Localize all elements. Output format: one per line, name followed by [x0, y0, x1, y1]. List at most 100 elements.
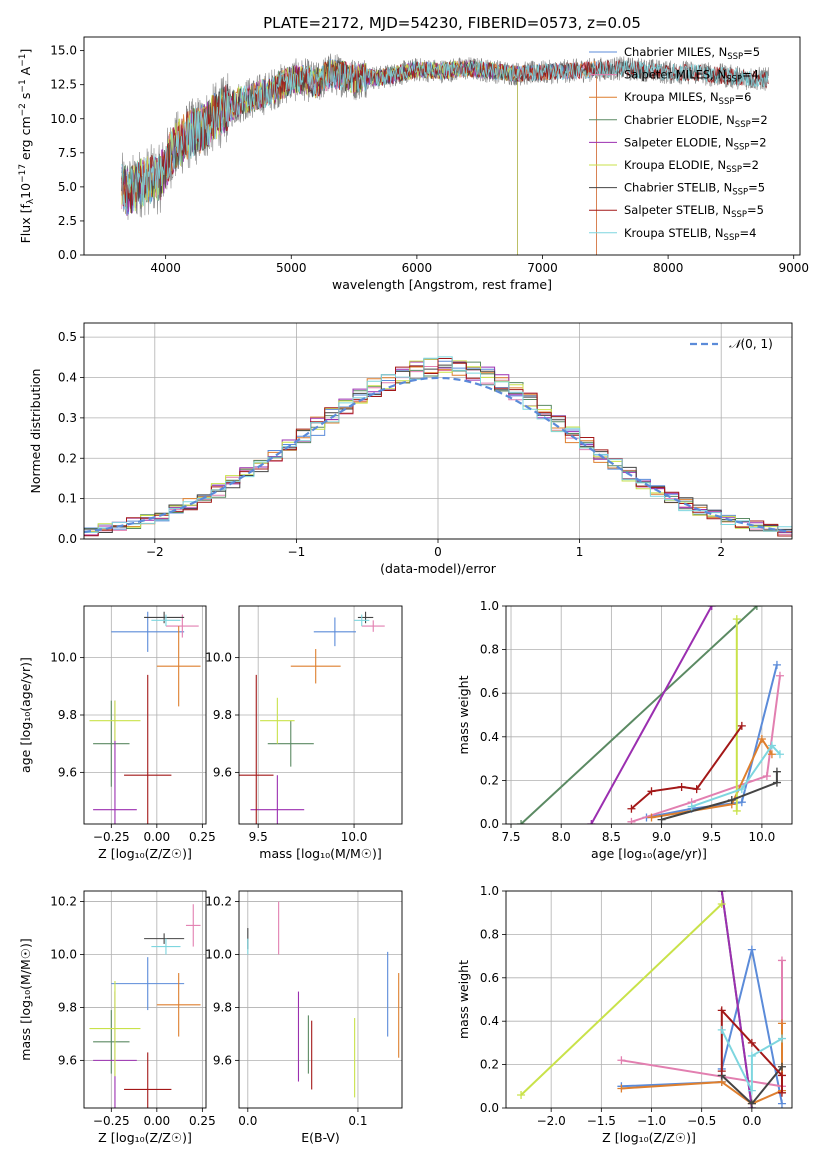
x-tick-label: −2.0 — [537, 1114, 566, 1128]
histogram-red — [84, 358, 792, 537]
legend-text: 𝒩 — [729, 337, 744, 351]
y-tick-label: 9.6 — [58, 765, 77, 779]
mw-marker-green — [517, 820, 526, 824]
x-axis-label: age [log₁₀(age/yr)] — [591, 846, 707, 861]
plot-area-mass_Z — [89, 904, 201, 1108]
y-tick-label: 0.8 — [480, 643, 499, 657]
legend-label: 𝒩(0, 1) — [729, 337, 773, 351]
mw-line-dark — [661, 771, 778, 821]
legend-label: Chabrier ELODIE, NSSP=2 — [624, 113, 768, 130]
legend-subscript: SSP — [732, 188, 748, 198]
axes-frame — [505, 605, 793, 825]
x-tick-label: −0.25 — [93, 1114, 130, 1128]
y-tick-label: 0.2 — [480, 1058, 499, 1072]
y-axis-label: age [log₁₀(age/yr)] — [18, 657, 33, 773]
mw-marker-cyan — [687, 802, 696, 811]
axes-frame — [505, 890, 793, 1109]
mw-marker-red — [777, 1071, 786, 1080]
plot-area-age_Z — [89, 611, 201, 824]
mw-marker-yellow — [517, 1090, 526, 1099]
mw-marker-red — [717, 1006, 726, 1015]
mw-marker-pink — [627, 817, 636, 824]
plot-area-mw_Z — [517, 891, 786, 1108]
y-label-part: −1 — [18, 79, 28, 92]
x-tick-label: 8000 — [653, 261, 684, 275]
mw-line-cyan — [691, 743, 781, 808]
plot-area-mw_age — [517, 606, 784, 824]
axes-spectrum: 4000 5000 6000 7000 8000 9000 0.0 2.5 5.0 7.5 10.0… — [18, 36, 809, 292]
x-tick-label: 8.5 — [602, 830, 621, 844]
x-tick-label: 9.0 — [652, 830, 671, 844]
y-tick-label: 0.2 — [58, 451, 77, 465]
mw-marker-cyan — [747, 1086, 756, 1095]
axes-frame — [83, 605, 207, 825]
y-tick-label: 10.0 — [205, 948, 232, 962]
mw-marker-red — [692, 785, 701, 794]
y-tick-label: 0.0 — [480, 817, 499, 831]
x-axis-label: Z [log₁₀(Z/Z☉)] — [98, 1130, 192, 1145]
mw-marker-cyan — [747, 1051, 756, 1060]
y-tick-label: 0.4 — [480, 1014, 499, 1028]
x-tick-label: 1 — [576, 545, 584, 559]
x-tick-label: −1.0 — [637, 1114, 666, 1128]
legend-text: =2 — [750, 135, 767, 149]
legend-subscript: SSP — [731, 210, 747, 220]
y-tick-label: 10.0 — [50, 651, 77, 665]
x-axis-label: wavelength [Angstrom, rest frame] — [332, 277, 552, 292]
legend-text: Chabrier ELODIE, N — [624, 113, 735, 127]
y-label-part: −1 — [18, 54, 28, 67]
y-tick-label: 0.6 — [480, 686, 499, 700]
legend-label: Chabrier MILES, NSSP=5 — [624, 45, 760, 62]
legend-text: Salpeter STELIB, N — [624, 203, 731, 217]
axes-frame — [238, 890, 403, 1109]
y-tick-label: 2.5 — [58, 214, 77, 228]
mw-line-cyan — [720, 1029, 783, 1092]
x-axis-label: E(B-V) — [301, 1130, 340, 1145]
x-tick-label: 5000 — [276, 261, 307, 275]
legend-text: Kroupa ELODIE, N — [624, 158, 726, 172]
y-tick-label: 0.1 — [58, 492, 77, 506]
mw-line-blue — [646, 664, 778, 819]
y-tick-label: 5.0 — [58, 180, 77, 194]
legend-label: Salpeter STELIB, NSSP=5 — [624, 203, 764, 220]
x-axis-label: (data-model)/error — [380, 561, 497, 576]
x-tick-label: 7000 — [527, 261, 558, 275]
x-tick-label: 0.0 — [742, 1114, 761, 1128]
x-tick-label: 0 — [434, 545, 442, 559]
axes-mass_ebv: 0.0 0.1 9.6 9.8 10.0 10.2 E(B-V) — [205, 890, 403, 1145]
x-tick-label: 0.00 — [143, 830, 170, 844]
legend-subscript: SSP — [726, 75, 742, 85]
y-tick-label: 0.4 — [58, 371, 77, 385]
y-tick-label: 0.2 — [480, 773, 499, 787]
y-axis-label: mass weight — [456, 675, 471, 754]
y-label-part: λ — [26, 198, 36, 204]
plot-area-spectrum — [121, 53, 769, 255]
y-tick-label: 15.0 — [50, 44, 77, 58]
x-axis-label: Z [log₁₀(Z/Z☉)] — [98, 846, 192, 861]
legend-subscript: SSP — [734, 142, 750, 152]
mw-marker-yellow — [717, 900, 726, 909]
y-tick-label: 0.4 — [480, 730, 499, 744]
model-line-kroupa-stelib — [121, 59, 769, 215]
y-tick-label: 0.5 — [58, 330, 77, 344]
legend-subscript: SSP — [719, 97, 735, 107]
x-tick-label: 9.5 — [702, 830, 721, 844]
y-label-part: erg cm — [18, 116, 33, 164]
mw-marker-blue — [777, 1099, 786, 1108]
mw-marker-blue — [772, 660, 781, 669]
mw-marker-dark — [772, 778, 781, 787]
x-tick-label: −0.25 — [93, 830, 130, 844]
legend-label: Kroupa STELIB, NSSP=4 — [624, 226, 756, 243]
y-tick-label: 9.8 — [58, 1000, 77, 1014]
x-tick-label: 6000 — [402, 261, 433, 275]
legend-label: Chabrier STELIB, NSSP=5 — [624, 181, 765, 198]
mw-marker-dark — [772, 767, 781, 776]
y-label-part: s — [18, 93, 33, 104]
mw-marker-dark — [777, 1062, 786, 1071]
axes-mw_age: 7.5 8.0 8.5 9.0 9.5 10.0 0.0 0.2 0.4 0.6 0.8 1.0 age… — [456, 599, 793, 861]
legend-text: =2 — [742, 158, 759, 172]
mw-marker-purple — [707, 606, 716, 610]
axes-age_mass: 9.5 10.0 9.6 9.8 10.0 mass [log₁₀(M/M☉)] — [205, 605, 403, 861]
mw-marker-pink — [775, 671, 784, 680]
